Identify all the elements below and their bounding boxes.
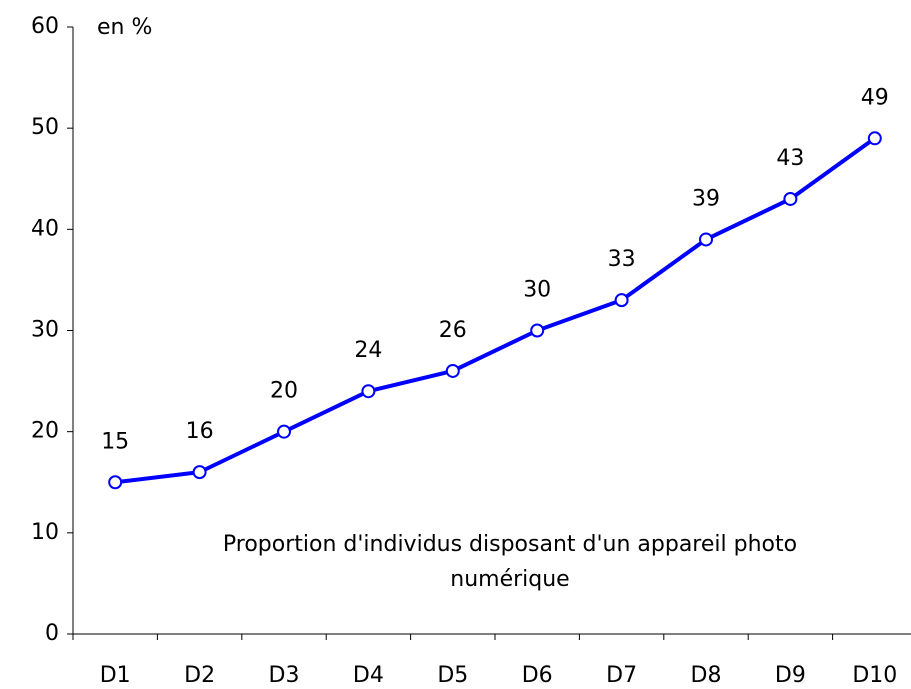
x-tick-label: D6 [522,663,553,688]
x-tick-label: D8 [691,663,722,688]
y-tick-label: 30 [31,318,59,343]
x-tick-label: D5 [437,663,468,688]
x-tick-label: D3 [269,663,300,688]
point [699,232,713,247]
point [530,323,545,338]
x-tick-label: D10 [852,663,897,688]
data-label: 33 [608,247,636,272]
data-label: 20 [270,379,298,404]
data-label: 39 [692,186,720,211]
y-tick-label: 10 [31,520,59,545]
y-axis-label: en % [97,15,152,40]
data-label: 15 [101,429,129,454]
annotation: numérique [450,567,569,592]
annotation: Proportion d'individus disposant d'un ap… [223,532,797,557]
x-tick-label: D9 [775,663,806,688]
x-tick-label: D2 [184,663,215,688]
point [192,465,207,480]
data-label: 24 [354,338,382,363]
x-tick-label: D7 [606,663,637,688]
data-label: 26 [439,318,467,343]
point [361,384,376,399]
data-label: 43 [776,146,804,171]
y-tick-label: 50 [31,115,59,140]
point [445,363,460,378]
data-label: 16 [186,419,214,444]
x-tick-label: D4 [353,663,384,688]
y-tick-label: 60 [31,14,59,39]
x-tick-label: D1 [100,663,131,688]
y-tick-label: 0 [45,621,59,646]
point [108,475,123,490]
line [114,136,876,485]
data-label: 49 [861,85,889,110]
y-tick-label: 40 [31,216,59,241]
y-tick-label: 20 [31,419,59,444]
point [277,424,291,439]
point [614,293,629,308]
data-label: 30 [523,278,551,303]
point [783,191,798,206]
point [867,131,882,146]
